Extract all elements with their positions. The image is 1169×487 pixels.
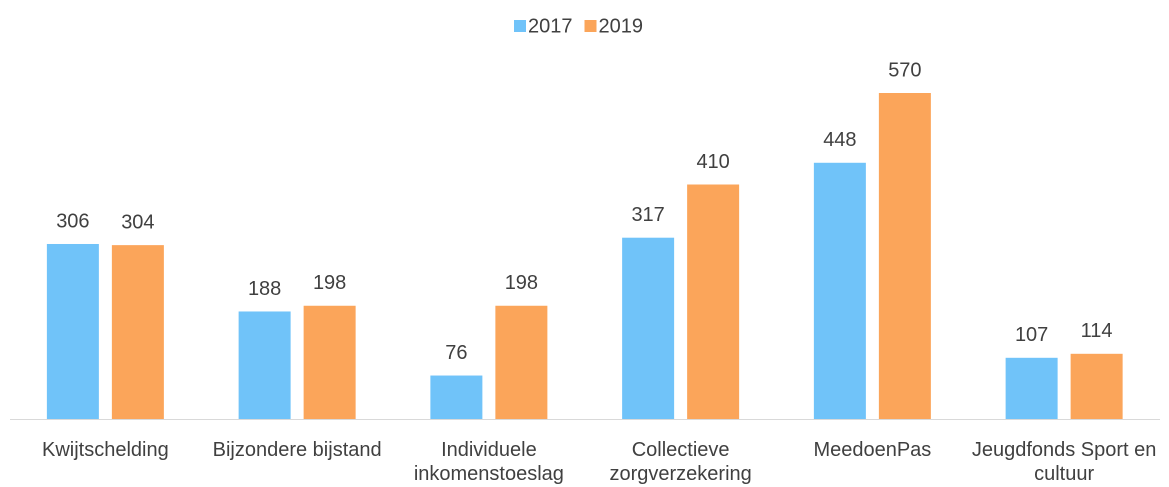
- data-label: 448: [823, 129, 856, 151]
- data-label: 114: [1081, 320, 1113, 342]
- data-label: 306: [56, 210, 89, 232]
- data-label: 304: [121, 211, 154, 233]
- x-tick-label: Collectieve zorgverzekering: [609, 439, 752, 485]
- data-label: 188: [248, 278, 281, 300]
- bar: [622, 237, 675, 419]
- data-label: 410: [696, 151, 729, 173]
- bar: [1005, 357, 1058, 419]
- data-label: 198: [313, 272, 346, 294]
- bar: [46, 243, 99, 419]
- legend-label: 2019: [599, 15, 644, 37]
- legend-swatch: [584, 20, 597, 32]
- data-label: 317: [631, 204, 664, 226]
- bar: [430, 375, 483, 419]
- x-tick-label: Kwijtschelding: [42, 439, 169, 461]
- bar: [495, 305, 548, 419]
- bar: [1070, 353, 1123, 419]
- legend-label: 2017: [528, 15, 573, 37]
- bar: [687, 184, 740, 419]
- bar: [238, 311, 291, 419]
- bar: [878, 93, 931, 419]
- data-label: 76: [445, 342, 467, 364]
- x-tick-label: Bijzondere bijstand: [212, 439, 382, 461]
- data-label: 198: [505, 272, 538, 294]
- data-label: 570: [888, 59, 921, 81]
- data-label: 107: [1015, 324, 1048, 346]
- legend-swatch: [514, 20, 526, 32]
- bar: [303, 305, 356, 419]
- x-tick-label: Individuele inkomenstoeslag: [413, 439, 564, 485]
- x-tick-label: Jeugdfonds Sport en cultuur: [971, 439, 1157, 485]
- bar: [813, 162, 866, 419]
- x-tick-label: MeedoenPas: [813, 439, 932, 461]
- bar: [111, 245, 164, 419]
